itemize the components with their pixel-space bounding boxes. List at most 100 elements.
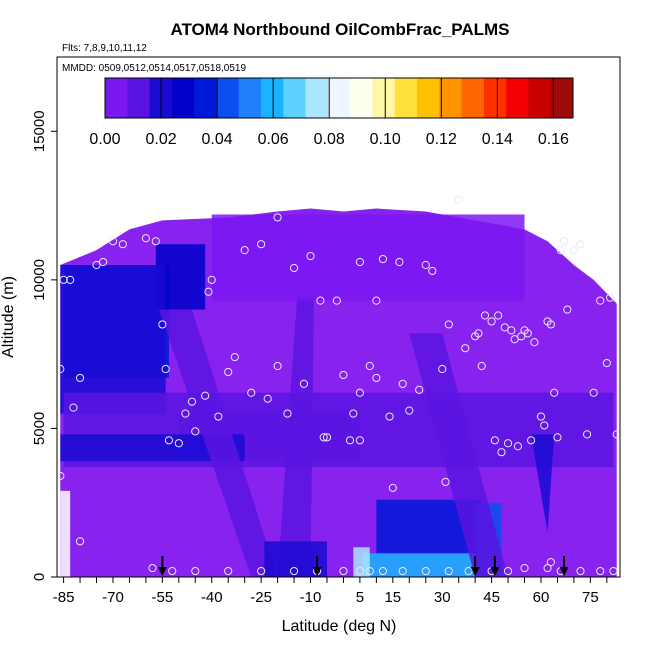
sample-point [507,326,516,335]
sample-point [214,412,223,421]
sample-point [576,566,585,576]
sample-point [569,246,579,255]
sample-point [477,361,486,371]
heatmap-field [60,208,617,577]
flight-arrow-head [470,567,480,576]
colorbar-tick-label: 0.14 [482,131,513,148]
sample-point [523,329,532,338]
colorbar-swatch [216,78,240,118]
dates-annotation: MMDD: 0509,0512,0514,0517,0518,0519 [62,63,246,74]
sample-point [589,388,598,397]
heatmap-cell [211,214,525,301]
sample-point [497,448,506,457]
flight-arrow-head [312,567,322,576]
sample-point [388,483,397,492]
x-tick-label: -70 [102,589,124,606]
y-tick-label: 10000 [31,259,48,301]
colorbar-tick-label: 0.04 [202,131,233,148]
sample-point [98,257,108,267]
sample-point [230,353,239,362]
colorbar-swatch [417,78,440,118]
sample-point [444,566,453,576]
colorbar-tick-label: 0.12 [426,131,457,148]
sample-point [606,293,615,302]
x-tick-label: 60 [533,589,550,606]
sample-point [339,566,348,576]
sample-point [421,566,430,576]
sample-point [164,436,174,445]
sample-point [546,320,555,329]
colorbar-swatch [461,78,485,118]
sample-point [187,397,197,406]
sample-point [332,296,341,305]
colorbar-swatch [327,78,351,118]
sample-point [503,566,513,576]
colorbar-swatch [194,78,217,118]
sample-point [546,558,555,567]
y-tick-label: 15000 [31,110,48,152]
sample-point [75,537,85,546]
sample-point [141,234,150,243]
sample-point [59,275,68,284]
chart-title: ATOM4 Northbound OilCombFrac_PALMS [170,20,509,39]
sample-point [148,563,157,573]
sample-point [224,367,233,377]
sample-points [57,195,620,576]
sample-point [289,263,299,273]
sample-point [161,364,170,374]
colorbar: 0.00 0.02 0.04 0.06 0.08 0.10 0.12 0.14 0.16 [89,77,574,148]
sample-point [372,296,381,305]
sample-point [158,320,167,329]
flight-arrow-head [559,567,569,576]
sample-point [576,240,585,249]
sample-point [355,566,365,576]
plot-frame [56,56,621,578]
sample-point [441,477,450,487]
sample-point [372,373,381,383]
sample-point [527,436,536,445]
sample-point [57,364,65,374]
sample-point [339,370,348,380]
x-axis: -85 -70 -55 -40 -25 -10 5 15 30 45 60 75 [53,577,608,606]
sample-point [385,412,394,421]
sample-point [257,566,266,576]
colorbar-swatch [506,78,529,118]
sample-point [247,388,256,397]
sample-point [559,237,569,246]
colorbar-tick-label: 0.16 [538,131,569,148]
sample-point [273,213,282,222]
x-tick-label: -85 [53,589,75,606]
sample-point [240,246,249,255]
sample-point [454,195,463,204]
heatmap-cell [409,333,509,577]
sample-point [494,311,503,320]
colorbar-swatch [105,78,128,118]
sample-point [490,436,499,445]
sample-point [289,566,299,576]
colorbar-swatch [550,78,574,118]
sample-point [428,266,437,276]
heatmap-cell [353,547,370,577]
sample-point [612,430,620,439]
sample-point [181,409,190,418]
sample-point [257,240,266,249]
sample-point [510,335,519,344]
colorbar-tick-label: 0.08 [314,131,345,148]
sample-point [398,566,407,576]
colorbar-tick-label: 0.10 [370,131,401,148]
x-tick-label: 75 [582,589,599,606]
sample-point [191,427,200,436]
x-tick-label: 30 [434,589,451,606]
colorbar-tick-label: 0.06 [258,131,289,148]
colorbar-swatch [238,78,262,118]
sample-point [191,566,200,576]
x-tick-label: 5 [356,589,364,606]
sample-point [75,373,85,383]
heatmap-cell [60,490,71,577]
heatmap-cell [60,265,166,414]
sample-point [398,379,407,388]
sample-point [464,566,473,576]
sample-point [556,246,565,255]
sample-point [415,385,424,394]
heatmap-cell [531,434,555,533]
